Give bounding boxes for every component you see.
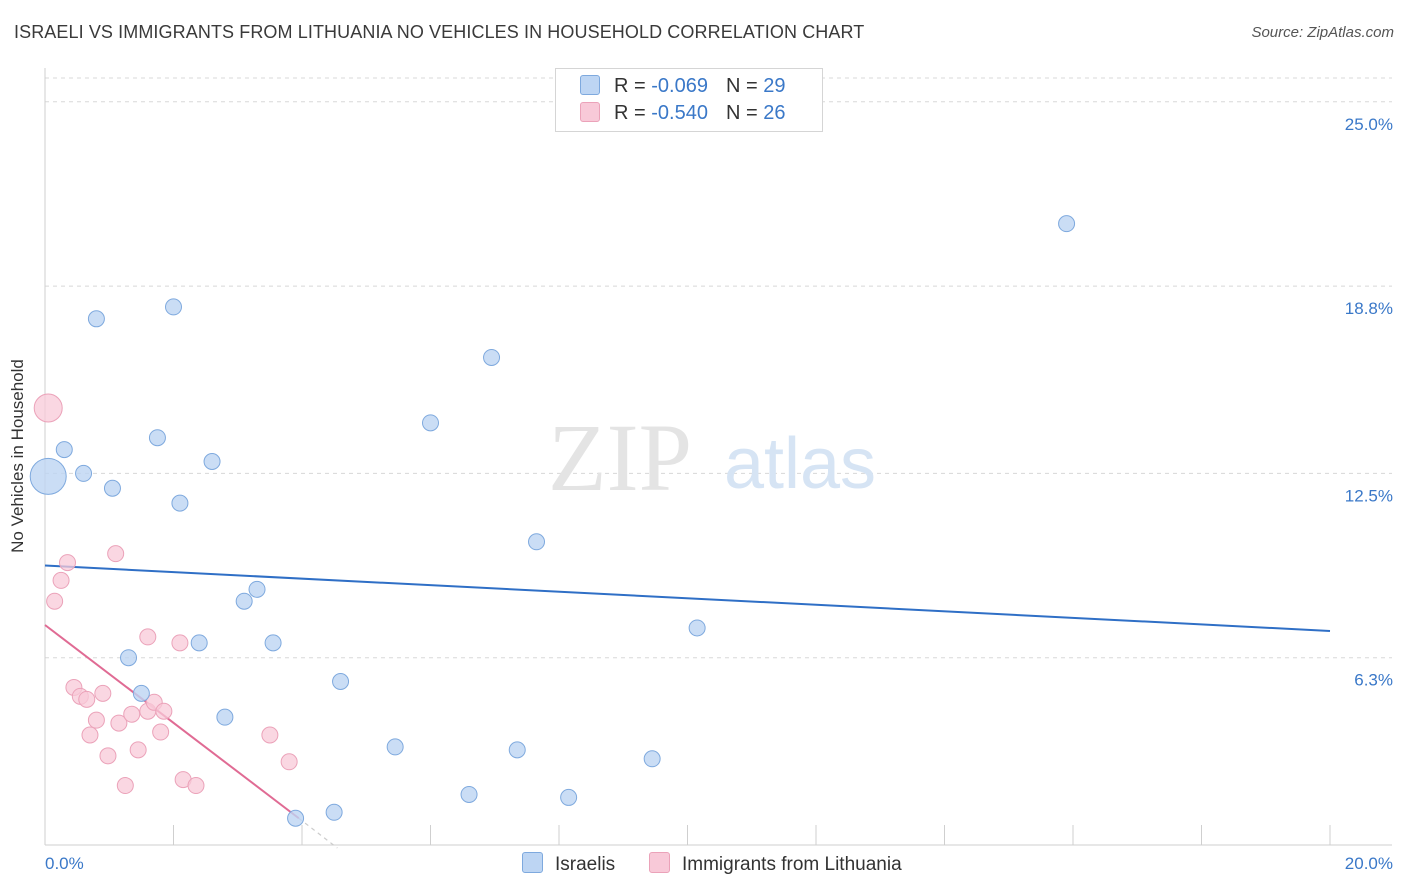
point-israelis [1058, 215, 1076, 233]
legend-n-value-lithuania: 26 [763, 102, 786, 124]
correlation-legend: R = -0.069 N = 29 R = -0.540 N = 26 [555, 68, 823, 132]
point-lithuania [78, 690, 96, 708]
point-israelis [171, 494, 189, 512]
watermark: ZIP atlas [548, 404, 876, 511]
point-lithuania [99, 747, 117, 765]
y-tick-label: 6.3% [1354, 671, 1393, 690]
point-israelis [422, 414, 439, 432]
point-israelis [75, 464, 93, 482]
point-lithuania [81, 726, 99, 744]
data-points [29, 215, 1076, 827]
point-lithuania [261, 726, 279, 744]
point-israelis [132, 684, 150, 702]
trend-line-lithuania [44, 624, 300, 820]
legend-row-israelis: R = -0.069 N = 29 [580, 75, 785, 98]
legend-r-value-israelis: -0.069 [651, 75, 708, 97]
bottom-legend-lithuania: Immigrants from Lithuania [649, 852, 902, 876]
point-israelis [190, 634, 208, 652]
point-lithuania [94, 684, 112, 702]
point-israelis [287, 809, 305, 827]
bottom-legend-swatch-lithuania [649, 852, 670, 873]
point-israelis [264, 634, 282, 652]
watermark-atlas: atlas [724, 424, 876, 504]
source-label: Source: ZipAtlas.com [1251, 24, 1394, 41]
x-tick-label-min: 0.0% [45, 854, 84, 873]
gridlines [45, 77, 1392, 659]
legend-r-value-lithuania: -0.540 [651, 102, 708, 124]
point-israelis [460, 785, 478, 803]
point-israelis [120, 649, 138, 667]
legend-row-lithuania: R = -0.540 N = 26 [580, 102, 785, 125]
point-israelis [148, 429, 166, 447]
x-tick-label-max: 20.0% [1345, 854, 1393, 873]
point-lithuania [116, 777, 134, 795]
point-israelis [508, 741, 526, 759]
trend-line-lithuania-extension [298, 817, 338, 849]
point-israelis [643, 750, 661, 768]
point-lithuania [110, 714, 128, 732]
y-tick-label: 18.8% [1345, 299, 1393, 318]
point-lithuania [87, 711, 105, 729]
point-lithuania [171, 634, 189, 652]
y-tick-label: 12.5% [1345, 486, 1393, 505]
bottom-legend-swatch-israelis [522, 852, 543, 873]
legend-swatch-lithuania [580, 102, 600, 122]
point-israelis [560, 788, 578, 806]
tick-labels: 6.3% 12.5% 18.8% 25.0% 0.0% 20.0% [45, 115, 1393, 873]
point-israelis [87, 310, 105, 328]
point-israelis [216, 708, 234, 726]
y-axis-label: No Vehicles in Household [8, 359, 27, 553]
trend-lines [44, 564, 1331, 849]
point-israelis [203, 453, 221, 470]
point-israelis [165, 298, 182, 316]
bottom-legend-israelis: Israelis [522, 852, 615, 876]
point-israelis [325, 803, 343, 821]
point-lithuania [46, 592, 64, 610]
axes [44, 68, 1392, 846]
point-lithuania [123, 705, 141, 723]
point-israelis [235, 592, 253, 610]
chart-title: ISRAELI VS IMMIGRANTS FROM LITHUANIA NO … [14, 22, 865, 42]
point-israelis [688, 619, 706, 637]
point-lithuania [187, 777, 205, 795]
point-lithuania [33, 393, 63, 423]
watermark-zip: ZIP [548, 404, 692, 511]
y-tick-label: 25.0% [1345, 115, 1393, 134]
point-israelis [332, 672, 350, 690]
point-lithuania [155, 702, 173, 720]
point-israelis [528, 533, 546, 551]
point-lithuania [52, 571, 70, 589]
legend-swatch-israelis [580, 75, 600, 95]
point-lithuania [152, 723, 170, 741]
point-lithuania [58, 554, 76, 572]
point-lithuania [280, 753, 298, 771]
point-israelis [103, 479, 121, 497]
point-israelis [248, 580, 266, 598]
point-lithuania [139, 628, 157, 646]
point-israelis [483, 348, 501, 366]
point-lithuania [129, 741, 147, 759]
point-lithuania [107, 545, 125, 563]
point-israelis [55, 441, 73, 459]
legend-n-value-israelis: 29 [763, 75, 786, 97]
point-israelis [29, 457, 67, 495]
point-israelis [386, 738, 404, 756]
trend-line-israelis [44, 564, 1331, 632]
